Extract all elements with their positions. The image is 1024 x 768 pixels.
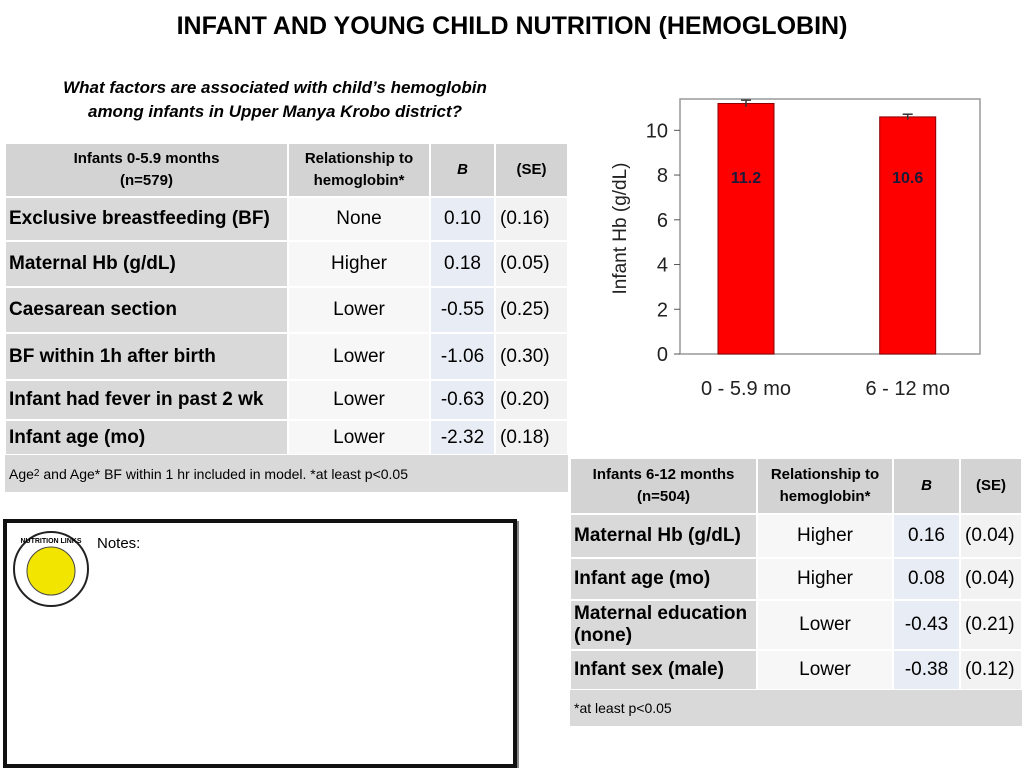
data-label: 11.2 xyxy=(731,170,761,187)
table-cell: Maternal Hb (g/dL) xyxy=(5,241,288,287)
table-cell: 0.10 xyxy=(430,197,495,241)
table-cell: (0.16) xyxy=(495,197,568,241)
header-text: (n=579) xyxy=(120,172,173,189)
table-cell: Lower xyxy=(288,420,430,455)
header-text: (SE) xyxy=(516,161,547,178)
header-text: B xyxy=(457,161,468,178)
table-cell: Lower xyxy=(757,600,893,650)
y-tick-label: 2 xyxy=(657,299,668,321)
table-cell: (0.05) xyxy=(495,241,568,287)
table-cell: 0.18 xyxy=(430,241,495,287)
logo-disc xyxy=(26,546,76,596)
table-cell: -0.55 xyxy=(430,287,495,333)
table-cell: Caesarean section xyxy=(5,287,288,333)
table-cell: (0.04) xyxy=(960,558,1022,600)
header-text: B xyxy=(921,477,932,494)
header-text: Relationship to xyxy=(770,466,880,483)
x-tick-label: 0 - 5.9 mo xyxy=(701,378,791,400)
table-cell: Infant age (mo) xyxy=(570,558,757,600)
footnote-text: and Age* BF within 1 hr included in mode… xyxy=(39,465,408,482)
notes-box: NUTRITION LINKS Notes: xyxy=(3,519,517,768)
slide-title: INFANT AND YOUNG CHILD NUTRITION (HEMOGL… xyxy=(176,12,848,40)
table-cell: -1.06 xyxy=(430,333,495,380)
logo-text: NUTRITION LINKS xyxy=(20,538,81,545)
x-tick-label: 6 - 12 mo xyxy=(865,378,949,400)
y-axis-label: Infant Hb (g/dL) xyxy=(610,162,631,294)
question-line: What factors are associated with child’s… xyxy=(63,78,487,97)
table-cell: 0.16 xyxy=(893,514,960,558)
table-cell: (0.25) xyxy=(495,287,568,333)
question-line: among infants in Upper Manya Krobo distr… xyxy=(87,102,463,121)
table-cell: (0.21) xyxy=(960,600,1022,650)
table-cell: (0.04) xyxy=(960,514,1022,558)
y-tick-label: 8 xyxy=(657,165,668,187)
header-cell: B xyxy=(430,143,495,197)
table-cell: None xyxy=(288,197,430,241)
table-cell: Maternal Hb (g/dL) xyxy=(570,514,757,558)
header-text: (SE) xyxy=(976,477,1006,494)
header-text: Infants 0-5.9 months xyxy=(73,150,220,167)
footnote-text: Age xyxy=(9,465,34,482)
header-cell: Relationship to hemoglobin* xyxy=(757,458,893,514)
bar xyxy=(879,116,937,355)
table-cell: Maternal education (none) xyxy=(570,600,757,650)
header-cell: B xyxy=(893,458,960,514)
y-tick-label: 6 xyxy=(657,210,668,232)
table-cell: Infant sex (male) xyxy=(570,650,757,690)
header-text: Infants 6-12 months xyxy=(592,466,735,483)
question: What factors are associated with child’s… xyxy=(20,76,530,124)
header-text: (n=504) xyxy=(637,488,690,505)
data-label: 10.6 xyxy=(892,170,923,187)
table-cell: -0.63 xyxy=(430,380,495,420)
table-cell: (0.12) xyxy=(960,650,1022,690)
y-tick-label: 4 xyxy=(657,255,668,277)
notes-label: Notes: xyxy=(97,535,141,552)
table-cell: -0.38 xyxy=(893,650,960,690)
header-cell: Infants 0-5.9 months (n=579) xyxy=(5,143,288,197)
header-cell: Infants 6-12 months (n=504) xyxy=(570,458,757,514)
plot-frame xyxy=(679,98,981,355)
table-cell: Higher xyxy=(288,241,430,287)
y-tick-label: 10 xyxy=(646,120,668,142)
table-cell: Lower xyxy=(288,287,430,333)
y-tick-label: 0 xyxy=(657,344,668,366)
table-cell: Exclusive breastfeeding (BF) xyxy=(5,197,288,241)
header-cell: (SE) xyxy=(960,458,1022,514)
footnote-text: *at least p<0.05 xyxy=(574,700,672,716)
header-text: Relationship to xyxy=(304,150,414,167)
table-cell: BF within 1h after birth xyxy=(5,333,288,380)
table-cell: Infant age (mo) xyxy=(5,420,288,455)
table-cell: Lower xyxy=(288,333,430,380)
table-cell: (0.20) xyxy=(495,380,568,420)
bar xyxy=(717,102,775,355)
header-text: hemoglobin* xyxy=(313,172,405,189)
table-cell: Higher xyxy=(757,514,893,558)
logo: NUTRITION LINKS xyxy=(13,531,89,607)
table-cell: Higher xyxy=(757,558,893,600)
table-cell: 0.08 xyxy=(893,558,960,600)
header-cell: (SE) xyxy=(495,143,568,197)
table-cell: -0.43 xyxy=(893,600,960,650)
header-cell: Relationship to hemoglobin* xyxy=(288,143,430,197)
table-cell: Lower xyxy=(288,380,430,420)
table-cell: (0.18) xyxy=(495,420,568,455)
header-text: hemoglobin* xyxy=(779,488,871,505)
footnote: Age 2 and Age* BF within 1 hr included in… xyxy=(5,455,568,492)
footnote: *at least p<0.05 xyxy=(570,690,1022,726)
footnote-text: 2 xyxy=(33,468,40,479)
table-cell: (0.30) xyxy=(495,333,568,380)
table-cell: Infant had fever in past 2 wk xyxy=(5,380,288,420)
table-cell: Lower xyxy=(757,650,893,690)
table-cell: -2.32 xyxy=(430,420,495,455)
